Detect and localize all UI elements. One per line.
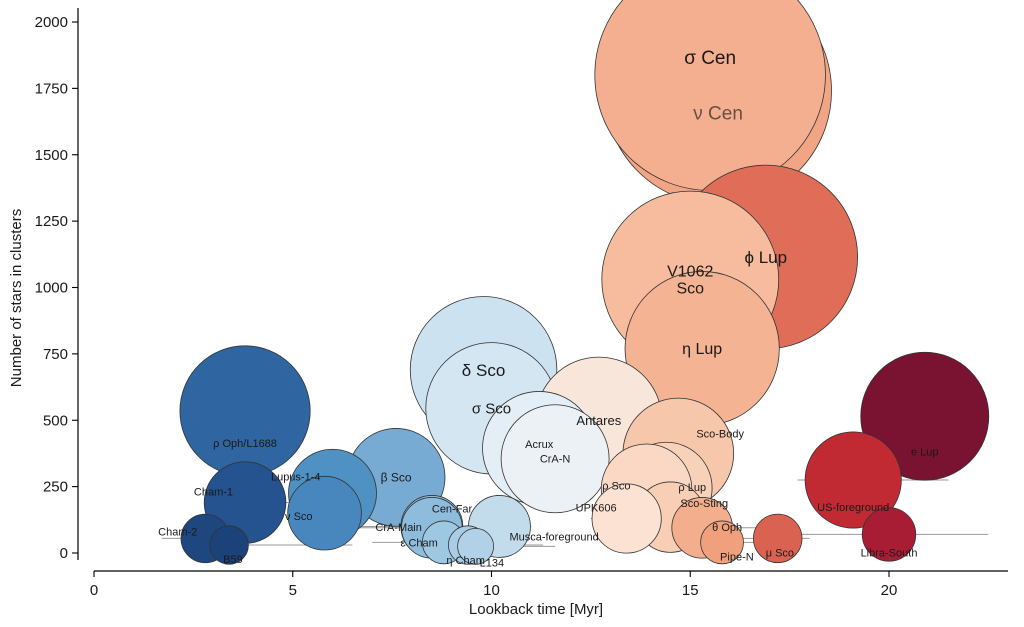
bubble-e-lup <box>860 351 990 481</box>
y-axis-title: Number of stars in clusters <box>8 209 25 387</box>
point-label-musca-foreground: Musca-foreground <box>509 531 598 543</box>
y-tick-label: 0 <box>60 545 68 562</box>
point-label-sco: μ Sco <box>766 547 794 559</box>
point-label-antares: Antares <box>576 413 621 428</box>
point-label-cham: η Cham <box>446 555 485 567</box>
label-layer: ρ Oph/L1688 Cham-1 Cham-2 B59 Lupus-1-4 ν Sco… <box>158 48 938 570</box>
y-tick-label: 1750 <box>35 80 68 97</box>
y-tick-label: 2000 <box>35 14 68 31</box>
point-label-b59: B59 <box>223 554 243 566</box>
point-label-oph: θ Oph <box>712 522 742 534</box>
bubble-upk606 <box>591 483 662 554</box>
point-label-lup: ρ Lup <box>678 482 706 494</box>
point-label-sco: δ Sco <box>462 361 505 380</box>
bubble-layer <box>179 0 990 565</box>
point-label-lup: ϕ Lup <box>744 248 787 267</box>
bubble-sco <box>287 475 362 551</box>
y-tick-label: 1500 <box>35 147 68 164</box>
point-label-l134: L134 <box>480 557 504 569</box>
bubble-pipe-n <box>700 520 744 565</box>
x-tick-label: 5 <box>289 582 297 599</box>
x-tick-label: 10 <box>483 582 500 599</box>
point-label-cra-main: CrA-Main <box>375 522 421 534</box>
y-tick-label: 250 <box>43 479 68 496</box>
point-label-acrux: Acrux <box>525 439 554 451</box>
point-label-oph-l1688: ρ Oph/L1688 <box>213 438 277 450</box>
x-tick-label: 0 <box>90 582 98 599</box>
point-label-cra-n: CrA-N <box>540 454 571 466</box>
bubble-b59 <box>209 525 249 565</box>
point-label-us-foreground: US-foreground <box>817 502 889 514</box>
bubble-sco <box>753 513 803 564</box>
bubble-cra-n <box>500 404 610 514</box>
x-tick-label: 20 <box>881 582 898 599</box>
point-label-cham-1: Cham-1 <box>194 487 233 499</box>
point-label-sco: ν Sco <box>285 511 313 523</box>
bubble-us-foreground <box>804 431 902 529</box>
point-label-cham: ε Cham <box>400 537 437 549</box>
point-label-libra-south: Libra-South <box>861 547 918 559</box>
point-label-lupus-1-4: Lupus-1-4 <box>271 471 321 483</box>
x-axis-title: Lookback time [Myr] <box>469 601 603 618</box>
point-label-sco: β Sco <box>381 471 412 485</box>
point-label-cham-2: Cham-2 <box>158 526 197 538</box>
y-tick-label: 500 <box>43 412 68 429</box>
point-label-sco-body: Sco-Body <box>696 428 744 440</box>
point-label-sco: ρ Sco <box>602 480 630 492</box>
point-label-upk606: UPK606 <box>576 502 617 514</box>
point-label-sco: σ Sco <box>472 401 511 418</box>
point-label-pipe-n: Pipe-N <box>720 551 754 563</box>
bubble-oph-l1688 <box>179 345 311 477</box>
point-label-cen-far: Cen-Far <box>432 503 473 515</box>
point-label-lup: η Lup <box>682 341 722 358</box>
point-label-v1062-sco: V1062 Sco <box>667 264 713 298</box>
y-tick-label: 750 <box>43 346 68 363</box>
y-tick-label: 1000 <box>35 280 68 297</box>
point-label-e-lup: e Lup <box>911 446 939 458</box>
point-label-cen: ν Cen <box>693 104 743 125</box>
bubble-l134 <box>457 527 495 565</box>
point-label-cen: σ Cen <box>684 48 736 69</box>
point-label-sco-sting: Sco-Sting <box>680 498 728 510</box>
y-tick-label: 1250 <box>35 213 68 230</box>
bubble-libra-south <box>861 507 917 562</box>
axis-layer: 0 5 10 15 20 0 250 500 750 1000 1250 1500 1750 2000 <box>35 8 1008 599</box>
x-tick-label: 15 <box>682 582 699 599</box>
